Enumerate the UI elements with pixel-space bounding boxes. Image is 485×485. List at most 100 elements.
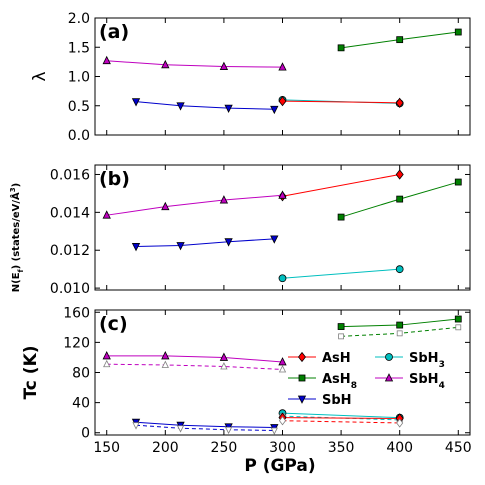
series-line [282,412,400,419]
data-point [131,243,141,252]
x-tick-label: 300 [269,440,296,456]
data-point [219,61,229,70]
series-line [282,100,400,104]
data-point [396,36,404,44]
y-tick-label: 0.5 [68,99,90,115]
data-point-open [338,333,344,340]
panel-label: (a) [99,21,129,43]
data-point [395,97,404,108]
data-point [278,62,287,71]
data-point-open [132,422,140,430]
data-point-open [176,425,185,433]
data-point [219,195,229,204]
series-AsH [278,95,404,108]
series-line [106,355,283,363]
data-point [102,55,111,65]
data-point-open [396,330,403,337]
legend-label: SbH [322,393,352,408]
data-point [176,242,185,251]
data-point [337,323,345,330]
series-SbH4-dashed [103,359,287,373]
data-point [278,190,287,199]
legend-label: SbH3 [409,351,445,370]
panel-c: 150 200 250 300 350 400 450 0 40 80 120 160 (c) Tc (K… [21,305,472,456]
y-tick-label: 120 [63,335,90,351]
series-SbH-dashed [132,422,278,435]
data-point [454,28,462,36]
data-point [337,213,345,221]
legend-entry-SbH4: SbH4 [375,372,445,391]
legend-marker [297,351,307,363]
x-tick-label: 250 [211,440,238,456]
legend-marker [298,374,306,382]
series-line [282,173,400,197]
panel-label: (c) [99,313,128,335]
series-AsH-dashed [279,416,404,428]
series-line [282,417,400,419]
y-tick-label: 0.014 [50,205,90,221]
data-point-open [270,427,278,435]
series-line [106,60,283,68]
series-line [106,363,283,370]
data-point [224,104,233,113]
y-axis-label: Tc (K) [21,345,41,399]
data-point [278,357,287,366]
data-point [219,352,229,361]
legend-label: AsH8 [322,372,357,391]
data-point [396,195,404,203]
data-point [131,98,141,107]
data-point [396,321,404,329]
series-line [135,421,275,428]
data-point-open [279,416,286,426]
data-point-open [161,360,169,368]
y-axis-label: λ [30,71,50,81]
data-point [176,102,185,111]
data-point [270,105,279,115]
series-line [135,424,275,431]
y-tick-label: 80 [72,366,90,382]
series-SbH4 [102,190,287,219]
data-point [161,351,170,360]
y-tick-label: 0.010 [50,281,90,297]
legend-entry-SbH: SbH [288,393,352,408]
panels: 0.0 0.5 1.0 1.5 2.0 (a) λ 0.010 0.012 0.014 0.016 (… [9,11,472,456]
series-AsH8 [337,315,462,330]
series-SbH [131,235,279,252]
y-axis-label: N(Ef) (states/eV/Å3) [9,183,25,292]
y-tick-label: 1.0 [68,70,90,86]
data-point-open [224,426,233,435]
legend-marker [385,353,393,361]
x-tick-label: 400 [386,440,413,456]
series-SbH [131,98,279,115]
panel-b: 0.010 0.012 0.014 0.016 (b) N(Ef) (states/eV/… [9,164,471,297]
series-AsH8-dashed [338,324,462,340]
data-point-open [103,359,111,368]
data-point [161,201,170,211]
y-tick-label: 1.5 [68,40,90,56]
x-tick-label: 350 [328,440,355,456]
data-point-open [396,418,404,428]
data-point [337,44,345,52]
y-tick-label: 2.0 [68,11,90,27]
y-tick-label: 0.016 [50,167,90,183]
legend-entry-AsH: AsH [288,351,351,366]
series-SbH4 [102,351,287,366]
series-line [282,268,400,279]
data-point [395,265,404,274]
data-point [270,235,279,244]
panel-label: (b) [99,168,130,190]
y-tick-label: 0.0 [68,128,90,144]
y-tick-label: 0.012 [50,243,90,259]
x-tick-label: 200 [152,440,179,456]
y-tick-label: 160 [63,305,90,321]
data-point [454,315,462,323]
x-axis-label: P (GPa) [244,456,315,476]
legend-marker [297,395,307,404]
legend-marker [384,373,394,382]
series-SbH3 [278,265,404,283]
series-AsH8 [337,178,462,221]
y-tick-label: 40 [72,396,90,412]
x-tick-label: 450 [445,440,472,456]
series-SbH4 [102,55,287,71]
